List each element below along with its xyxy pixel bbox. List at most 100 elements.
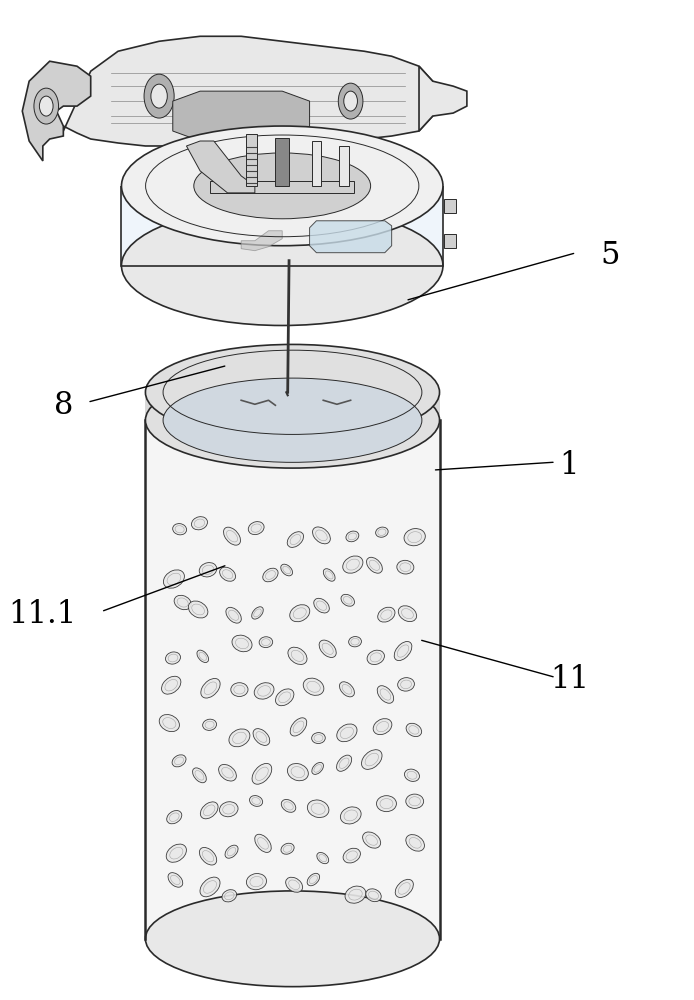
Ellipse shape [367,650,384,665]
Ellipse shape [222,890,237,902]
Ellipse shape [259,637,273,648]
Polygon shape [22,61,91,161]
Ellipse shape [377,796,396,812]
Ellipse shape [276,689,294,706]
Ellipse shape [197,650,209,663]
Bar [443,234,456,248]
Polygon shape [242,231,282,251]
Ellipse shape [319,640,336,657]
Ellipse shape [199,847,217,865]
Ellipse shape [366,889,381,902]
Ellipse shape [406,794,423,808]
Ellipse shape [255,834,271,852]
Ellipse shape [307,873,319,886]
Ellipse shape [281,799,296,812]
Ellipse shape [172,755,186,767]
Text: 11: 11 [550,664,589,695]
Ellipse shape [288,647,307,664]
Polygon shape [210,181,354,193]
Ellipse shape [194,153,371,219]
Bar [443,199,456,213]
Ellipse shape [163,378,422,462]
Ellipse shape [263,568,278,582]
Ellipse shape [337,755,352,771]
Ellipse shape [229,729,250,747]
Ellipse shape [290,718,307,736]
Ellipse shape [174,595,191,610]
Ellipse shape [121,126,443,246]
Ellipse shape [303,678,324,695]
Ellipse shape [287,532,303,547]
Ellipse shape [286,877,303,892]
Ellipse shape [312,762,323,774]
Ellipse shape [252,763,272,784]
Ellipse shape [168,873,183,887]
Ellipse shape [395,879,414,897]
Ellipse shape [188,601,208,618]
Ellipse shape [317,852,329,864]
Circle shape [151,84,167,108]
Ellipse shape [201,802,218,819]
Ellipse shape [406,835,425,851]
Ellipse shape [163,570,185,588]
Ellipse shape [281,564,293,576]
Text: 5: 5 [601,240,620,271]
Ellipse shape [314,598,330,613]
Bar [276,138,289,186]
Ellipse shape [281,843,294,854]
Ellipse shape [192,517,208,530]
Ellipse shape [254,683,274,699]
Polygon shape [121,186,443,266]
Ellipse shape [226,607,242,623]
Ellipse shape [219,567,235,581]
Ellipse shape [405,769,419,781]
Ellipse shape [223,527,241,545]
Bar [339,146,348,186]
Ellipse shape [250,796,262,806]
Ellipse shape [231,683,248,696]
Ellipse shape [397,560,414,574]
Ellipse shape [287,763,308,781]
Ellipse shape [343,848,360,863]
Ellipse shape [343,556,363,573]
Ellipse shape [225,845,238,858]
Ellipse shape [337,724,357,742]
Ellipse shape [406,723,422,737]
Ellipse shape [219,802,238,817]
Polygon shape [146,392,439,417]
Ellipse shape [200,877,220,897]
Ellipse shape [167,844,187,862]
Ellipse shape [121,206,443,325]
Ellipse shape [312,733,325,744]
Ellipse shape [394,641,412,661]
Ellipse shape [146,372,439,468]
Polygon shape [146,420,439,939]
Ellipse shape [362,832,380,848]
Ellipse shape [199,563,217,577]
Circle shape [344,91,357,111]
Ellipse shape [378,607,395,622]
Ellipse shape [373,719,392,735]
Ellipse shape [348,637,362,647]
Polygon shape [173,91,310,141]
Ellipse shape [375,527,388,537]
Ellipse shape [362,750,382,769]
Ellipse shape [192,768,206,783]
Text: 8: 8 [53,390,73,421]
Ellipse shape [173,524,187,535]
Circle shape [338,83,363,119]
Ellipse shape [404,529,425,546]
Ellipse shape [232,635,252,652]
Ellipse shape [246,874,266,890]
Text: 11.1: 11.1 [9,599,77,630]
Ellipse shape [165,652,180,664]
Ellipse shape [307,800,329,818]
Ellipse shape [339,682,355,697]
Ellipse shape [146,891,439,987]
Ellipse shape [248,522,264,535]
Bar [312,141,321,186]
Ellipse shape [146,344,439,440]
Ellipse shape [162,676,181,694]
Polygon shape [310,221,391,253]
Ellipse shape [219,764,237,781]
